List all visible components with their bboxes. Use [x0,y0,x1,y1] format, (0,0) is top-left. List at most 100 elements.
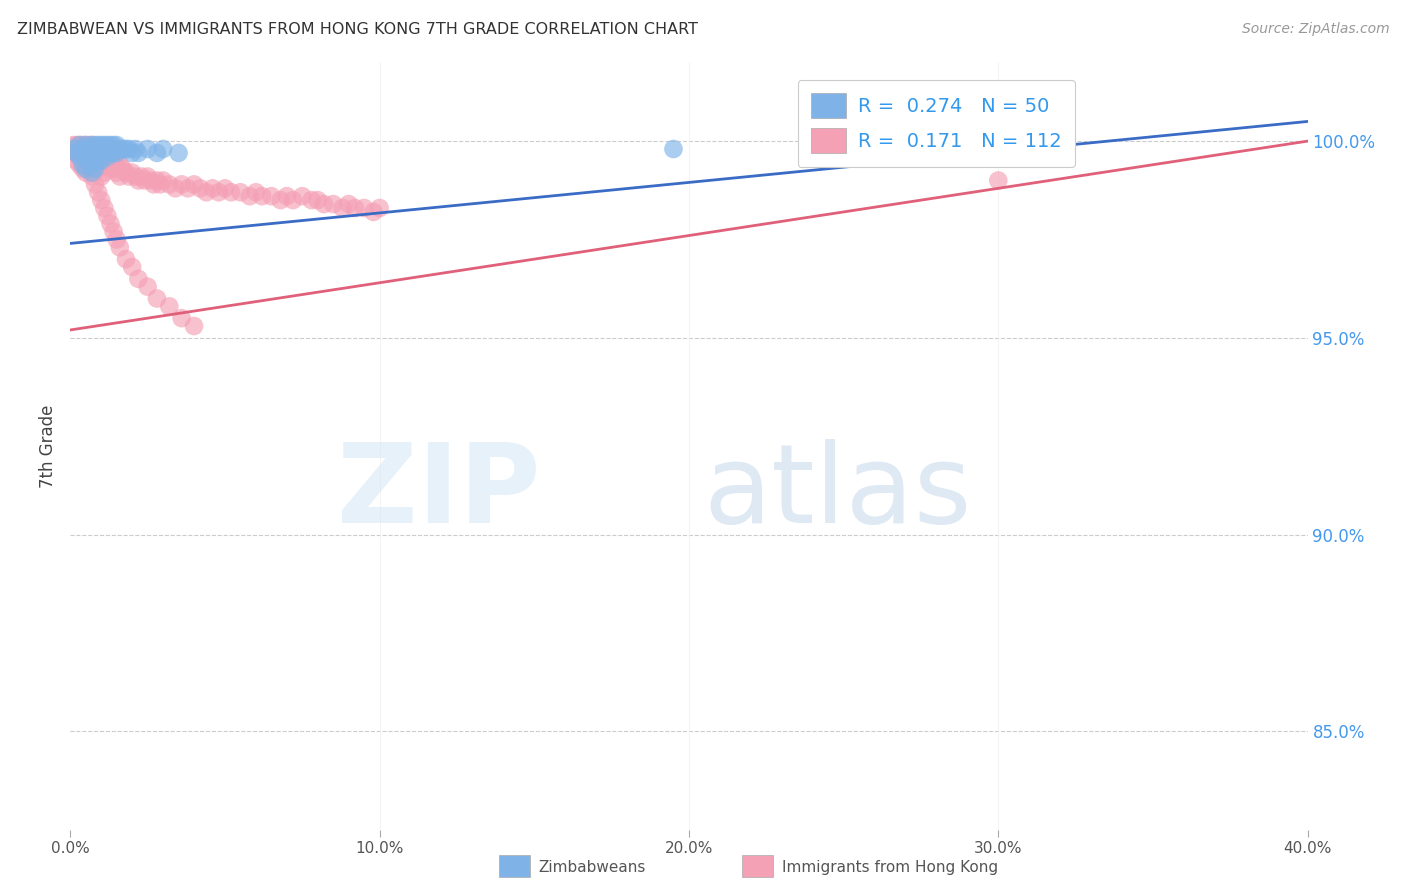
Point [84,138,107,153]
Point [131,169,153,184]
Point [183,178,205,192]
Point [72,158,94,172]
Point [363,205,385,219]
Text: Zimbabweans: Zimbabweans [538,861,645,875]
Point [105,165,128,179]
Point [281,193,304,207]
Point [90,153,112,168]
Point [96,145,118,160]
Point [84,150,107,164]
Point [80,145,103,160]
Point [75,145,97,160]
Point [90,138,112,153]
Point [353,201,375,215]
Point [103,150,125,164]
Point [136,279,159,293]
Point [65,145,87,160]
Point [229,186,252,200]
Point [142,178,165,192]
Point [208,186,231,200]
Point [75,161,97,176]
Point [87,150,110,164]
Point [87,138,110,153]
Point [124,169,146,184]
Point [75,138,97,153]
Point [111,161,134,176]
Point [368,201,391,215]
Point [167,145,190,160]
Point [157,178,180,192]
Point [115,165,138,179]
Point [260,189,283,203]
Point [75,165,97,179]
Point [77,161,100,176]
Point [80,169,103,184]
Point [65,153,87,168]
Point [219,186,242,200]
Legend: R =  0.274   N = 50, R =  0.171   N = 112: R = 0.274 N = 50, R = 0.171 N = 112 [797,79,1076,167]
Point [96,138,118,153]
Point [80,145,103,160]
Point [121,260,143,274]
Point [105,153,128,168]
Point [84,142,107,156]
Point [96,209,118,223]
Point [75,153,97,168]
Point [100,145,122,160]
Point [84,161,107,176]
Point [127,145,149,160]
Point [84,150,107,164]
Point [84,142,107,156]
Point [170,178,193,192]
Point [87,153,110,168]
Point [65,145,87,160]
Point [201,181,224,195]
Point [103,161,125,176]
Point [332,201,354,215]
Point [103,145,125,160]
Text: ZIMBABWEAN VS IMMIGRANTS FROM HONG KONG 7TH GRADE CORRELATION CHART: ZIMBABWEAN VS IMMIGRANTS FROM HONG KONG … [17,22,697,37]
Point [72,145,94,160]
Point [118,142,141,156]
Point [239,189,262,203]
Point [90,193,112,207]
Point [111,142,134,156]
Point [69,158,91,172]
Point [108,142,131,156]
Point [72,161,94,176]
Point [75,153,97,168]
Point [270,193,292,207]
Text: atlas: atlas [703,439,972,546]
Point [93,165,115,179]
Point [245,186,267,200]
Point [93,153,115,168]
Point [149,178,172,192]
Point [72,138,94,153]
Point [108,240,131,254]
Point [80,138,103,153]
Point [214,181,236,195]
Point [183,318,205,333]
Point [72,150,94,164]
Point [100,217,122,231]
Point [103,138,125,153]
Point [152,173,174,187]
Point [146,145,169,160]
Point [291,189,314,203]
Point [84,178,107,192]
Point [72,142,94,156]
Point [134,173,156,187]
Point [157,299,180,313]
Point [146,292,169,306]
Point [93,138,115,153]
Point [93,201,115,215]
Point [96,158,118,172]
Point [105,145,128,160]
Point [662,142,685,156]
Point [100,150,122,164]
Point [69,145,91,160]
Point [80,153,103,168]
Point [96,142,118,156]
Point [127,173,149,187]
Point [87,145,110,160]
